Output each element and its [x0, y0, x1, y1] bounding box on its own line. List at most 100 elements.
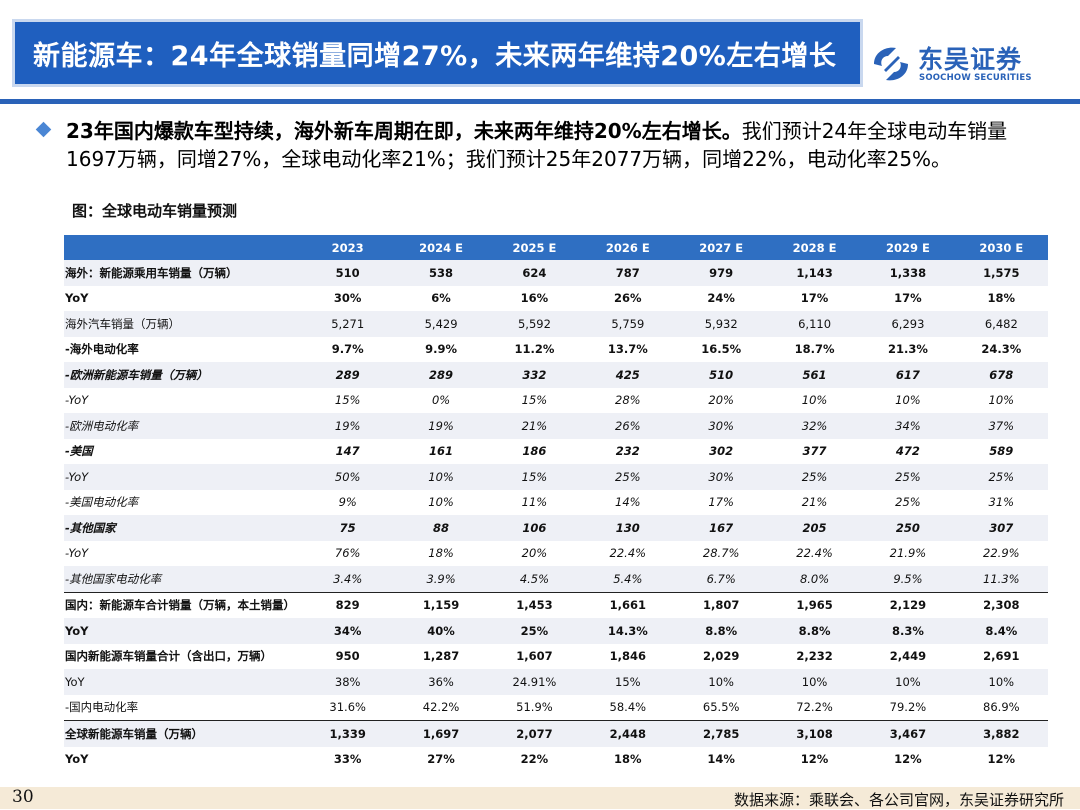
value-cell: 1,339 — [301, 720, 395, 747]
table-row: -欧洲电动化率 19% 19% 21% 26% 30% 32% 34% 37% — [64, 413, 1048, 439]
value-cell: 24.91% — [487, 669, 582, 695]
value-cell: 2,129 — [861, 591, 955, 618]
table-row: 海外汽车销量（万辆） 5,271 5,429 5,592 5,759 5,932 6,110… — [64, 311, 1048, 337]
header-cell-year: 2023 — [301, 235, 395, 260]
value-cell: 1,287 — [422, 649, 460, 664]
value-cell: 16% — [520, 291, 549, 306]
value-cell: 11.2% — [514, 342, 555, 357]
value-cell: 1,846 — [609, 649, 646, 664]
value-cell: 10% — [988, 393, 1015, 408]
value-cell: 50% — [301, 464, 395, 490]
value-cell: 6,293 — [861, 311, 955, 337]
value-cell: 51.9% — [516, 700, 553, 715]
value-cell: 72.2% — [796, 700, 833, 715]
table-row: 国内新能源车销量合计（含出口，万辆） 950 1,287 1,607 1,846 2,02… — [64, 644, 1048, 670]
row-label-cell: YoY — [65, 291, 89, 306]
value-cell: 14% — [707, 752, 735, 767]
value-cell: 31% — [988, 495, 1015, 510]
page-number: 30 — [12, 787, 34, 807]
value-cell: 1,453 — [487, 591, 582, 618]
value-cell: 34% — [301, 618, 395, 644]
value-cell: 12% — [800, 752, 829, 767]
diamond-bullet-icon — [35, 121, 52, 138]
value-cell: 1,697 — [394, 720, 488, 747]
value-cell: 20% — [521, 546, 548, 561]
value-cell: 3,108 — [767, 720, 862, 747]
table-row: 国内：新能源车合计销量（万辆，本土销量） 829 1,159 1,453 1,661 1,… — [64, 591, 1048, 618]
value-cell: 510 — [301, 260, 395, 286]
value-cell: 28.7% — [702, 546, 740, 561]
value-cell: 30% — [674, 464, 768, 490]
value-cell: 161 — [429, 444, 454, 459]
value-cell: 10% — [394, 464, 488, 490]
value-cell: 25% — [767, 464, 862, 490]
value-cell: 425 — [581, 362, 675, 388]
value-cell: 21.3% — [887, 342, 928, 357]
value-cell: 28% — [615, 393, 641, 408]
value-cell: 106 — [487, 515, 582, 541]
value-cell: 10% — [674, 669, 768, 695]
value-cell: 14.3% — [581, 618, 675, 644]
table-row: -YoY 76% 18% 20% 22.4% 28.7% 22.4% 21.9% 22.9% — [64, 541, 1048, 567]
value-cell: 21% — [487, 413, 582, 439]
figure-caption: 图：全球电动车销量预测 — [72, 202, 238, 220]
value-cell: 13.7% — [607, 342, 648, 357]
row-label-cell: -海外电动化率 — [65, 342, 139, 357]
value-cell: 1,965 — [767, 591, 862, 618]
value-cell: 12% — [894, 752, 922, 767]
value-cell: 26% — [614, 291, 642, 306]
value-cell: 5,592 — [487, 311, 582, 337]
value-cell: 130 — [581, 515, 675, 541]
page-title-text: 新能源车：24年全球销量同增27%，未来两年维持20%左右增长 — [33, 40, 837, 72]
value-cell: 6,110 — [767, 311, 862, 337]
value-cell: 1,661 — [581, 591, 675, 618]
header-cell-year: 2026 E — [581, 235, 675, 260]
value-cell: 17% — [708, 495, 734, 510]
value-cell: 26% — [581, 413, 675, 439]
value-cell: 10% — [428, 495, 454, 510]
row-label-cell: YoY — [64, 669, 301, 695]
value-cell: 22.9% — [983, 546, 1020, 561]
value-cell: 9% — [338, 495, 357, 510]
logo-chinese-name: 东吴证券 — [918, 45, 1023, 74]
value-cell: 86.9% — [983, 700, 1020, 715]
row-label-cell: -美国 — [65, 444, 93, 459]
summary-paragraph: 23年国内爆款车型持续，海外新车周期在即，未来两年维持20%左右增长。我们预计2… — [66, 117, 1056, 173]
value-cell: 76% — [334, 546, 361, 561]
value-cell: 11.3% — [954, 566, 1048, 592]
value-cell: 17% — [894, 291, 922, 306]
header-cell-year: 2025 E — [487, 235, 582, 260]
value-cell: 40% — [394, 618, 488, 644]
table-row: -YoY 50% 10% 15% 25% 30% 25% 25% 25% — [64, 464, 1048, 490]
value-cell: 11% — [521, 495, 548, 510]
value-cell: 2,077 — [487, 720, 582, 747]
value-cell: 678 — [954, 362, 1048, 388]
value-cell: 10% — [767, 669, 862, 695]
value-cell: 1,575 — [954, 260, 1048, 286]
table-row: -欧洲新能源车销量（万辆） 289 289 332 425 510 561 617 678 — [64, 362, 1048, 388]
value-cell: 5,271 — [301, 311, 395, 337]
value-cell: 1,143 — [767, 260, 862, 286]
value-cell: 30% — [674, 413, 768, 439]
header-cell-year: 2027 E — [674, 235, 768, 260]
value-cell: 289 — [394, 362, 488, 388]
row-label-cell: -国内电动化率 — [65, 700, 139, 715]
value-cell: 787 — [581, 260, 675, 286]
value-cell: 9.7% — [331, 342, 364, 357]
table-row: -美国电动化率 9% 10% 11% 14% 17% 21% 25% 31% — [64, 490, 1048, 516]
value-cell: 12% — [987, 752, 1016, 767]
row-label-cell: -YoY — [64, 464, 301, 490]
value-cell: 6.7% — [674, 566, 768, 592]
table-row: -海外电动化率 9.7% 9.9% 11.2% 13.7% 16.5% 18.7% 21.3%… — [64, 337, 1048, 363]
value-cell: 19% — [301, 413, 395, 439]
row-label-cell: 海外：新能源乘用车销量（万辆） — [64, 260, 301, 286]
value-cell: 0% — [431, 393, 451, 408]
row-label-cell: -其他国家电动化率 — [64, 566, 301, 592]
value-cell: 1,159 — [394, 591, 488, 618]
value-cell: 2,029 — [702, 649, 740, 664]
value-cell: 1,338 — [861, 260, 955, 286]
table-row: YoY 34% 40% 25% 14.3% 8.8% 8.8% 8.3% 8.4% — [64, 618, 1048, 644]
value-cell: 18% — [428, 546, 454, 561]
value-cell: 829 — [301, 591, 395, 618]
table-row: -YoY 15% 0% 15% 28% 20% 10% 10% 10% — [64, 388, 1048, 414]
